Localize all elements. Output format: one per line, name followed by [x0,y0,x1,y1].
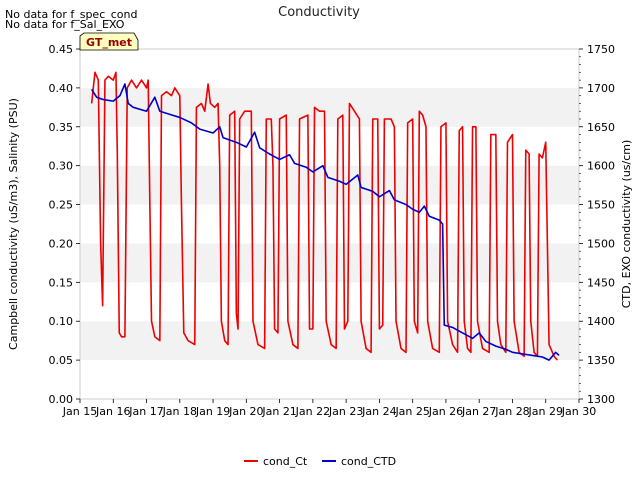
y-tick-label: 0.20 [49,237,74,250]
y2-tick-label: 1750 [587,43,615,56]
x-tick-label: Jan 23 [328,405,363,418]
x-tick-label: Jan 20 [228,405,263,418]
y-tick-label: 0.35 [49,121,74,134]
right-axis-ticks: 1300 1350 1400 1450 1500 1550 1600 1650 1700 1750 [579,43,615,406]
grid-band [80,243,579,283]
x-tick-label: Jan 24 [361,405,396,418]
grid-band [80,87,579,127]
plot-frame [79,48,580,400]
series-line-cond-ct [90,71,558,361]
grid-band [80,165,579,205]
note-spec-cond: No data for f_spec_cond [5,8,137,21]
y2-tick-label: 1700 [587,82,615,95]
y-tick-label: 0.15 [49,276,74,289]
x-tick-label: Jan 17 [128,405,163,418]
y-tick-label: 0.45 [49,43,74,56]
grid-band [80,204,579,244]
x-tick-label: Jan 19 [195,405,230,418]
series-line-cond-ctd [90,83,560,361]
note-sal-exo: No data for f_Sal_EXO [5,18,125,31]
y-tick-label: 0.05 [49,354,74,367]
x-tick-label: Jan 25 [394,405,429,418]
right-axis-label: CTD, EXO conductivity (us/cm) [620,140,633,309]
y2-tick-label: 1400 [587,315,615,328]
series-layer [90,71,560,361]
gt-met-badge-shape [79,32,139,51]
legend-label-cond-ct: cond_Ct [263,455,308,468]
x-tick-label: Jan 26 [428,405,463,418]
grid-band [80,49,579,88]
x-tick-label: Jan 15 [62,405,97,418]
y2-tick-label: 1650 [587,121,615,134]
gt-met-badge: GT_met [79,32,139,51]
y2-tick-label: 1450 [587,276,615,289]
grid-band [80,321,579,361]
x-tick-label: Jan 21 [261,405,296,418]
y2-tick-label: 1350 [587,354,615,367]
plot-background-bands [80,49,579,399]
y-tick-label: 0.40 [49,82,74,95]
y2-tick-label: 1600 [587,160,615,173]
y-tick-label: 0.30 [49,160,74,173]
left-axis-label: Campbell conductivity (uS/m3), Salinity … [7,98,20,350]
y-tick-label: 0.00 [49,393,74,406]
y2-tick-label: 1550 [587,199,615,212]
y-tick-label: 0.25 [49,199,74,212]
x-tick-label: Jan 29 [528,405,563,418]
x-tick-label: Jan 30 [561,405,596,418]
y-tick-label: 0.10 [49,315,74,328]
x-tick-label: Jan 16 [95,405,130,418]
legend-label-cond-ctd: cond_CTD [341,455,396,468]
x-tick-label: Jan 28 [494,405,529,418]
grid-band [80,126,579,166]
grid-band [80,282,579,322]
left-axis-ticks: 0.00 0.05 0.10 0.15 0.20 0.25 0.30 0.35 0.40 0.45 [49,43,80,406]
x-tick-label: Jan 22 [295,405,330,418]
grid-band [80,360,579,399]
x-tick-label: Jan 18 [162,405,197,418]
y2-tick-label: 1500 [587,237,615,250]
x-tick-label: Jan 27 [461,405,496,418]
y2-tick-label: 1300 [587,393,615,406]
legend: cond_Ct cond_CTD [244,455,396,468]
chart-title: Conductivity [278,5,360,20]
gt-met-badge-label: GT_met [86,36,132,49]
